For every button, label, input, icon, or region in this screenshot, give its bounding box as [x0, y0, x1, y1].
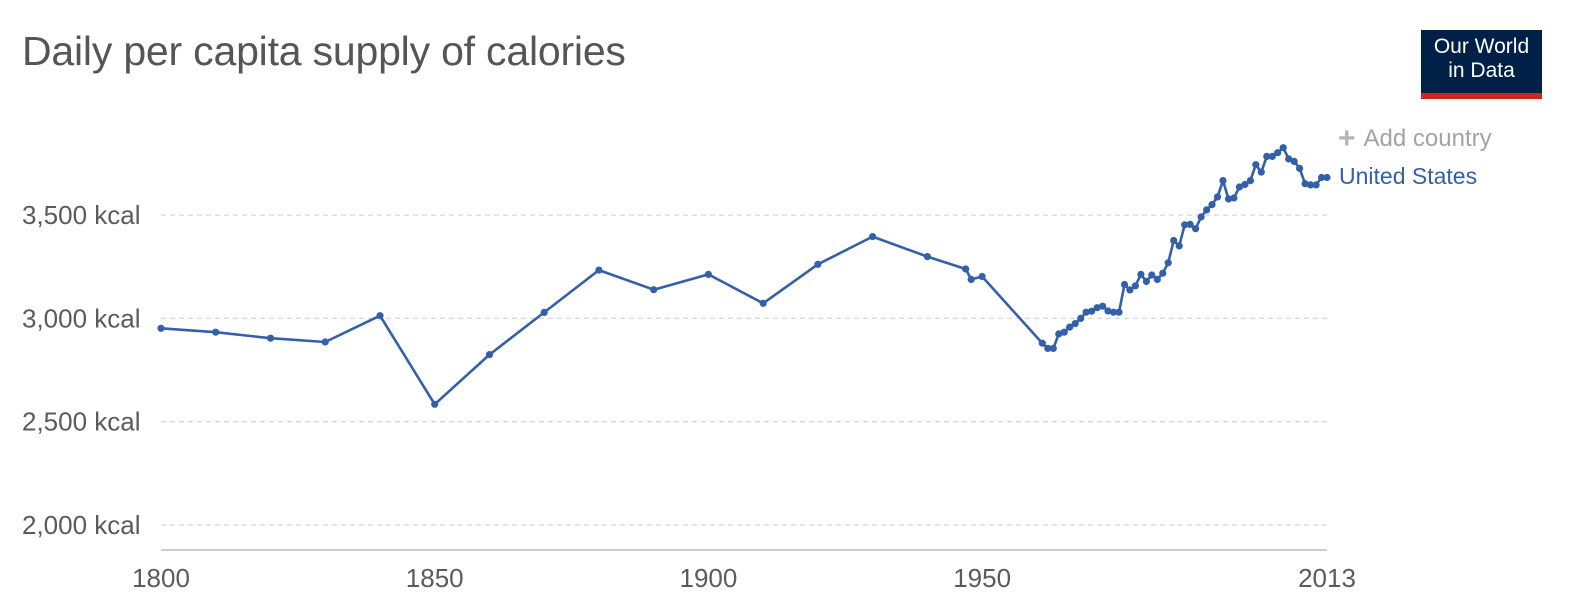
data-point[interactable]	[978, 272, 986, 281]
data-point[interactable]	[759, 299, 767, 307]
chart-title: Daily per capita supply of calories	[22, 28, 626, 74]
data-point[interactable]	[1099, 302, 1107, 310]
y-tick-label: 2,500 kcal	[22, 407, 141, 437]
data-point[interactable]	[1104, 307, 1112, 315]
data-point[interactable]	[1252, 161, 1260, 169]
gridlines	[161, 214, 1327, 526]
data-point[interactable]	[1077, 314, 1085, 322]
data-point[interactable]	[1181, 221, 1189, 229]
data-point[interactable]	[1126, 286, 1134, 294]
data-point[interactable]	[1285, 155, 1293, 163]
data-point[interactable]	[1301, 180, 1309, 188]
data-point[interactable]	[1137, 270, 1145, 278]
data-point[interactable]	[376, 312, 384, 320]
data-point[interactable]	[1235, 183, 1243, 191]
data-point[interactable]	[157, 324, 165, 332]
logo-line-2: in Data	[1448, 59, 1515, 82]
data-point[interactable]	[704, 270, 713, 278]
data-point[interactable]	[212, 328, 220, 336]
logo-stripe	[1421, 93, 1542, 99]
y-tick-label: 3,500 kcal	[22, 200, 141, 230]
data-point[interactable]	[1213, 193, 1222, 201]
add-country-button[interactable]: + Add country	[1338, 122, 1492, 156]
owid-logo[interactable]: Our World in Data	[1421, 30, 1542, 99]
data-point[interactable]	[814, 260, 822, 268]
data-point[interactable]	[431, 400, 439, 408]
data-point[interactable]	[1044, 344, 1052, 352]
data-point[interactable]	[1186, 220, 1194, 228]
data-point[interactable]	[1268, 152, 1276, 160]
data-point[interactable]	[1257, 168, 1265, 176]
data-point[interactable]	[266, 334, 275, 342]
x-tick-label: 1950	[953, 563, 1011, 593]
series-label-united-states[interactable]: United States	[1339, 163, 1477, 189]
y-tick-label: 3,000 kcal	[22, 303, 141, 333]
data-point[interactable]	[1263, 152, 1271, 160]
data-point[interactable]	[1120, 280, 1129, 289]
data-point[interactable]	[923, 253, 932, 261]
data-point[interactable]	[1296, 164, 1304, 172]
data-point[interactable]	[1208, 201, 1216, 209]
data-point[interactable]	[1115, 308, 1123, 316]
data-point[interactable]	[1192, 225, 1200, 233]
logo-line-1: Our World	[1433, 35, 1530, 58]
data-point[interactable]	[1241, 180, 1249, 189]
x-tick-label: 1850	[406, 563, 464, 593]
data-point[interactable]	[595, 266, 603, 274]
series-layer	[157, 144, 1331, 408]
data-point[interactable]	[1219, 177, 1227, 185]
data-point[interactable]	[1038, 339, 1046, 347]
data-point[interactable]	[1323, 173, 1331, 182]
data-point[interactable]	[1131, 282, 1139, 290]
data-point[interactable]	[1230, 194, 1238, 202]
data-point[interactable]	[1246, 177, 1254, 185]
data-point[interactable]	[1159, 269, 1167, 277]
data-point[interactable]	[1093, 304, 1101, 312]
data-point[interactable]	[1307, 181, 1315, 189]
x-tick-label: 2013	[1298, 563, 1356, 593]
data-point[interactable]	[1317, 173, 1326, 182]
data-point[interactable]	[1203, 206, 1211, 214]
data-point[interactable]	[1109, 308, 1118, 316]
data-point[interactable]	[1055, 330, 1063, 338]
data-point[interactable]	[1071, 320, 1079, 328]
y-tick-label: 2,000 kcal	[22, 510, 141, 540]
data-point[interactable]	[1224, 195, 1233, 203]
data-point[interactable]	[1164, 259, 1172, 267]
data-point[interactable]	[1170, 236, 1178, 245]
plus-icon: +	[1338, 122, 1356, 155]
data-point[interactable]	[1049, 344, 1057, 352]
data-point[interactable]	[1088, 307, 1096, 315]
data-point[interactable]	[650, 286, 658, 294]
data-point[interactable]	[1279, 144, 1287, 152]
data-point[interactable]	[1082, 308, 1090, 316]
axes: 2,000 kcal 2,500 kcal 3,000 kcal 3,500 kcal…	[22, 200, 1356, 593]
data-point[interactable]	[962, 265, 970, 273]
data-point[interactable]	[1274, 149, 1282, 157]
add-country-label: Add country	[1363, 125, 1492, 152]
data-point[interactable]	[1142, 277, 1150, 285]
data-point[interactable]	[1312, 181, 1320, 189]
series-labels: United States	[1339, 163, 1477, 189]
x-tick-label: 1900	[679, 563, 737, 593]
data-point[interactable]	[869, 233, 877, 241]
data-point[interactable]	[1066, 323, 1074, 331]
data-point[interactable]	[540, 308, 548, 316]
data-point[interactable]	[1290, 157, 1298, 165]
data-point[interactable]	[1175, 242, 1183, 250]
data-point[interactable]	[967, 275, 975, 283]
data-point[interactable]	[1060, 328, 1068, 336]
data-point[interactable]	[485, 351, 494, 359]
data-point[interactable]	[321, 338, 329, 346]
data-point[interactable]	[1153, 275, 1161, 283]
data-point[interactable]	[1148, 271, 1156, 279]
x-tick-label: 1800	[132, 563, 190, 593]
data-point[interactable]	[1197, 213, 1205, 221]
